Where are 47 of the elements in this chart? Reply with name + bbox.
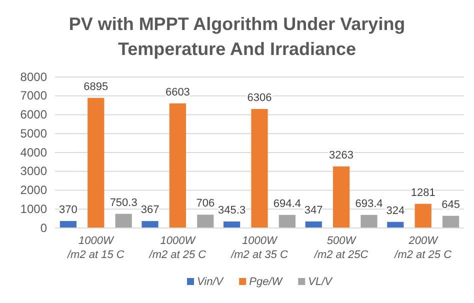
data-label: 345.3 xyxy=(218,204,246,216)
x-tick-label: 1000W /m2 at 35 C xyxy=(230,235,288,261)
data-label: 347 xyxy=(304,204,323,216)
bar xyxy=(414,204,432,228)
x-tick-label: 200W /m2 at 25 C xyxy=(394,235,452,261)
y-tick-label: 3000 xyxy=(20,164,48,178)
x-tick-label: 1000W /m2 at 15 C xyxy=(66,235,124,261)
x-tick-label: 500W /m2 at 25C xyxy=(313,235,368,261)
bar xyxy=(115,214,132,228)
bar xyxy=(224,221,240,228)
y-tick-label: 4000 xyxy=(20,145,48,160)
x-tick-label: 1000W /m2 at 25 C xyxy=(148,235,206,261)
data-label: 6603 xyxy=(165,86,190,98)
data-label: 6895 xyxy=(84,80,108,93)
y-tick-label: 7000 xyxy=(20,88,48,103)
bar xyxy=(60,221,77,228)
data-label: 6306 xyxy=(247,92,272,104)
data-label: 750.3 xyxy=(110,196,138,209)
legend-label: Pge/W xyxy=(249,276,284,288)
y-tick-label: 6000 xyxy=(20,108,48,122)
bar xyxy=(142,221,158,228)
data-label: 1281 xyxy=(410,186,436,199)
bar xyxy=(88,98,104,228)
bar xyxy=(305,221,322,228)
bar xyxy=(197,214,214,228)
bar xyxy=(251,108,268,228)
bar xyxy=(169,103,186,228)
y-tick-label: 0 xyxy=(40,220,48,235)
data-label: 693.4 xyxy=(355,198,383,210)
data-label: 694.4 xyxy=(273,198,301,210)
bar xyxy=(360,214,378,228)
legend-label: VL/V xyxy=(308,276,334,288)
data-label: 645 xyxy=(442,198,460,211)
y-tick-label: 1000 xyxy=(20,202,48,216)
bar xyxy=(278,214,296,228)
data-label: 367 xyxy=(140,204,160,216)
bar xyxy=(332,166,350,228)
y-tick-label: 2000 xyxy=(20,183,48,198)
data-label: 706 xyxy=(196,198,215,210)
data-label: 3263 xyxy=(329,149,354,162)
y-tick-label: 8000 xyxy=(20,70,48,84)
y-tick-label: 5000 xyxy=(20,126,48,140)
legend-label: Vin/V xyxy=(197,276,225,288)
data-label: 324 xyxy=(386,204,405,217)
data-label: 370 xyxy=(59,204,78,216)
bar xyxy=(442,216,460,228)
chart-title: PV with MPPT Algorithm Under Varying Temperature And Irradiance xyxy=(68,14,406,59)
